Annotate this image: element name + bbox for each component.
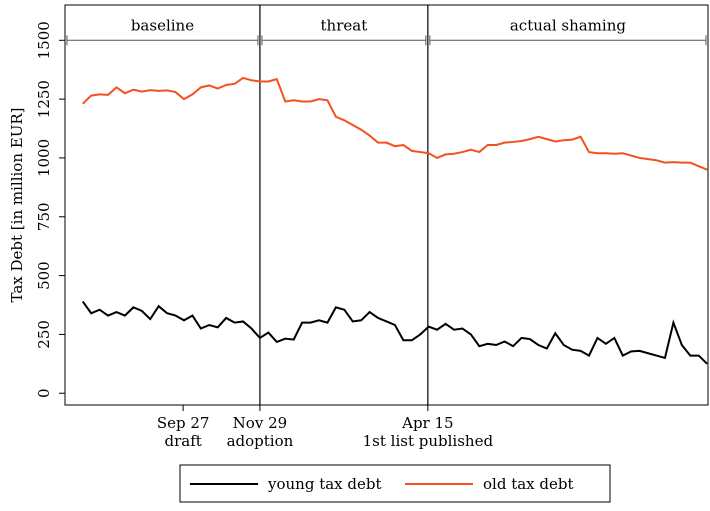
x-tick-label: Apr 15 xyxy=(401,414,453,432)
phase-label: actual shaming xyxy=(510,16,627,34)
x-tick-label: Sep 27 xyxy=(157,414,210,432)
legend-label: young tax debt xyxy=(267,475,382,493)
series-line xyxy=(81,300,708,365)
y-tick-label: 1250 xyxy=(35,80,53,118)
y-axis-label: Tax Debt [in million EUR] xyxy=(8,108,26,303)
legend-box xyxy=(179,464,611,503)
x-tick-note: adoption xyxy=(227,432,294,450)
phase-label: baseline xyxy=(131,16,194,34)
x-tick-note: draft xyxy=(164,432,201,450)
legend-label: old tax debt xyxy=(483,475,574,493)
y-tick-label: 1000 xyxy=(35,139,53,177)
y-tick-label: 750 xyxy=(35,202,53,231)
plot-frame xyxy=(64,4,709,406)
y-tick-label: 500 xyxy=(35,261,53,290)
series-line xyxy=(82,76,708,171)
y-tick-label: 0 xyxy=(35,388,53,398)
x-tick-note: 1st list published xyxy=(363,432,494,450)
y-tick-label: 1500 xyxy=(35,21,53,59)
phase-label: threat xyxy=(321,16,368,34)
x-tick-label: Nov 29 xyxy=(233,414,288,432)
y-tick-label: 250 xyxy=(35,320,53,349)
